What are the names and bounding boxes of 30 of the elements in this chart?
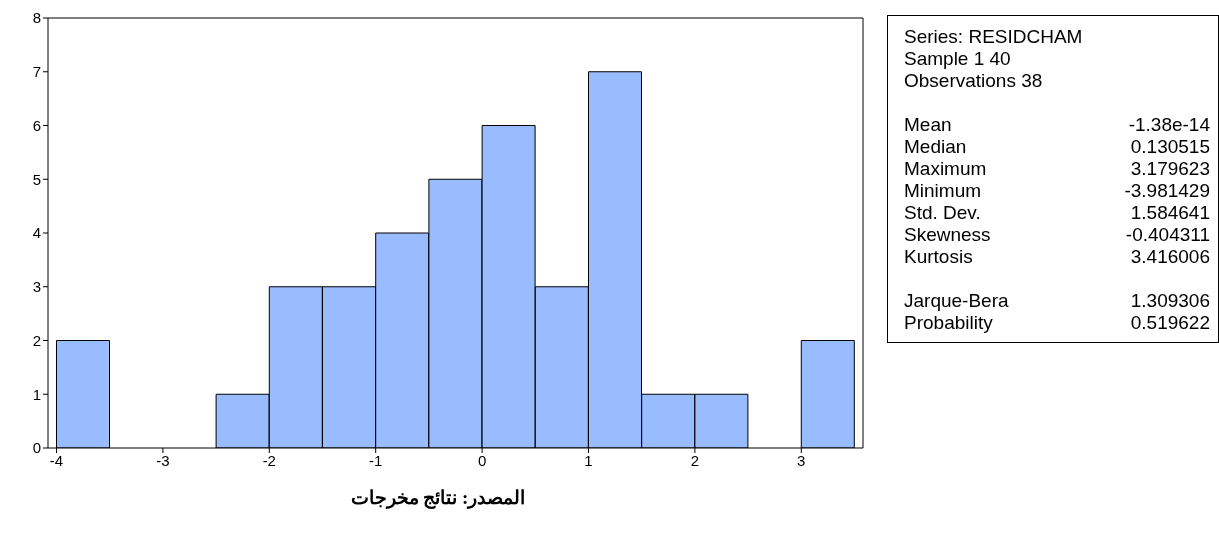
text: Kurtosis 3.416006	[904, 246, 1210, 267]
y-tick-label: 0	[32, 439, 41, 457]
text: المصدر: نتائج مخرجات	[349, 486, 527, 509]
text: Sample 1 40	[904, 48, 1012, 70]
text: Series: RESIDCHAM	[904, 26, 1084, 48]
text: Maximum 3.179623	[904, 158, 1210, 179]
x-tick-label: 0	[477, 451, 487, 469]
text: Observations 38	[904, 70, 1044, 92]
y-tick-label: 1	[32, 385, 41, 403]
x-tick-label: 2	[690, 451, 700, 469]
x-tick-label: 3	[797, 451, 806, 469]
text: Jarque-Bera 1.309306	[904, 290, 1210, 311]
text: Median 0.130515	[904, 136, 1210, 157]
text: Std. Dev. 1.584641	[904, 202, 1210, 223]
x-tick-label: 1	[584, 451, 593, 469]
y-tick-label: 4	[32, 224, 41, 242]
text: Skewness -0.404311	[904, 224, 1210, 245]
y-tick-label: 7	[32, 63, 41, 81]
x-tick-label: -4	[49, 451, 64, 469]
x-tick-label: -2	[262, 451, 276, 469]
x-tick-label: -1	[369, 451, 383, 469]
text: Minimum -3.981429	[904, 180, 1210, 201]
text: Mean -1.38e-14	[904, 114, 1210, 135]
y-tick-label: 8	[32, 9, 41, 27]
y-tick-label: 2	[32, 331, 41, 349]
text: Probability 0.519622	[904, 312, 1210, 333]
y-tick-label: 3	[32, 278, 41, 296]
y-tick-label: 5	[32, 170, 41, 188]
y-tick-label: 6	[32, 116, 41, 134]
x-tick-label: -3	[156, 451, 170, 469]
